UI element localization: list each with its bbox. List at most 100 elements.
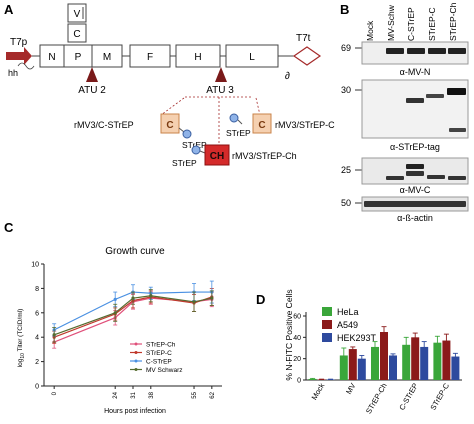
growth-curve-chart: Growth curve log10 Titer (TCID/ml) Hours… [17,246,222,415]
gene-h-label: H [194,52,201,63]
gene-l-label: L [249,52,255,63]
hh-ribozyme-icon [17,62,35,70]
ch-box [204,144,230,166]
nfitc-legend-label: HeLa [337,307,359,317]
atu3-label: ATU 3 [206,85,234,96]
growth-y-tick-label: 0 [35,384,39,391]
growth-series-line-2 [53,291,212,331]
nfitc-legend-swatch [322,333,332,342]
gene-n-label: N [48,52,55,63]
panel-label-b: B [340,2,349,17]
lane-label-mv-schw: MV-Schw [386,4,396,41]
nfitc-bar [451,356,460,380]
growth-y-tick-label: 6 [35,310,39,317]
blot-label-mv-n: α-MV-N [400,67,431,77]
ch-box-label: CH [210,151,224,162]
gene-f-label: F [147,52,153,63]
gene-v-box [67,3,87,23]
marker-69: 69 [341,43,351,53]
delta-label: ∂ [285,71,290,82]
nfitc-category-label: STrEP-Ch [364,382,389,416]
growth-point [131,296,135,300]
growth-point [113,311,117,315]
nfitc-bar [348,349,357,380]
growth-legend-label: C-STrEP [146,358,172,365]
growth-point [149,294,153,298]
nfitc-category-label: MV [344,382,357,396]
marker-25: 25 [341,165,351,175]
nfitc-legend-label: A549 [337,320,358,330]
growth-x-tick-label: 55 [192,391,198,398]
nfitc-category-label: C-STrEP [397,382,420,412]
growth-series-line-1 [53,296,213,338]
growth-x-tick-label: 31 [131,391,137,398]
marker-30: 30 [341,85,351,95]
t7-terminator-icon [292,46,322,66]
nfitc-y-tick-label: 40 [293,335,301,342]
gene-c-label: C [73,29,80,40]
c-strep-tag-label: STrEP [182,140,207,150]
nfitc-y-tick-label: 60 [293,314,301,321]
nfitc-bar [411,337,420,380]
c-strep-c-box [160,113,180,134]
growth-legend-marker [134,359,138,363]
t7p-label: T7p [10,37,28,48]
nfitc-bar-chart: % N-FITC Positive Cells 0 20 40 60 Mock MV STr… [284,289,462,415]
t7-promoter-arrow [6,47,32,65]
panel-label-a: A [4,2,14,17]
strep-c-c-label: C [258,120,265,131]
nfitc-bar [420,346,429,380]
blot-label-mv-c: α-MV-C [400,185,431,195]
growth-point [113,297,117,301]
growth-legend-marker [134,351,138,354]
gene-l-box [225,44,279,68]
strep-ch-tag-icon [191,145,201,155]
rmv3-strep-c-label: rMV3/STrEP-C [275,120,335,130]
gene-c-box [67,23,87,43]
nfitc-bar [389,355,397,380]
panel-label-d: D [256,292,265,307]
marker-50: 50 [341,198,351,208]
rmv3-strep-ch-label: rMV3/STrEP-Ch [232,151,297,161]
blot-label-beta-actin: α-ß-actin [397,213,433,223]
nfitc-ylabel: % N-FITC Positive Cells [284,289,294,380]
growth-curve-ylabel: log10 Titer (TCID/ml) [17,309,26,368]
growth-x-tick-label: 62 [210,391,216,398]
lane-label-c-strep: C-STrEP [406,7,416,41]
nfitc-legend-label: HEK293T [337,333,377,343]
growth-y-tick-label: 2 [35,359,39,366]
blot-label-strep-tag: α-STrEP-tag [390,142,440,152]
growth-x-tick-label: 24 [113,391,119,398]
nfitc-bar [357,358,366,380]
c-strep-tag-icon [182,129,192,139]
lane-label-strep-c: STrEP-C [427,7,437,41]
growth-legend-label: STrEP-C [146,350,172,357]
growth-y-tick-label: 10 [31,262,39,269]
growth-point [192,300,196,304]
growth-series-line-3 [53,295,212,336]
nfitc-bar [402,344,411,380]
strep-c-c-box [252,113,272,134]
growth-curve-title: Growth curve [105,246,165,257]
nfitc-y-tick-label: 0 [297,378,301,385]
atu3-marker-icon [215,67,227,82]
growth-y-tick-label: 4 [35,335,39,342]
growth-curve-xlabel: Hours post infection [104,408,166,415]
strep-c-tag-icon [229,113,239,123]
nfitc-legend-swatch [322,320,332,329]
western-blot: Mock MV-Schw C-STrEP STrEP-C STrEP-Ch 69… [341,2,469,223]
nfitc-y-tick-label: 20 [293,356,301,363]
gene-p-label: P [75,52,82,63]
growth-legend-marker [134,342,138,346]
growth-legend-marker [134,368,138,371]
nfitc-legend-swatch [322,307,332,316]
nfitc-category-label: Mock [310,381,327,401]
panel-label-c: C [4,220,14,235]
constructs: rMV3/C-STrEP C STrEP STrEP C rMV3/STrEP-… [74,113,335,168]
gene-v-label: V [74,9,81,20]
growth-y-tick-label: 8 [35,286,39,293]
genome-diagram: T7p hh N P M F H L V C T7t ∂ ATU 2 [6,3,322,146]
nfitc-bar [339,355,348,380]
growth-point [52,333,56,337]
